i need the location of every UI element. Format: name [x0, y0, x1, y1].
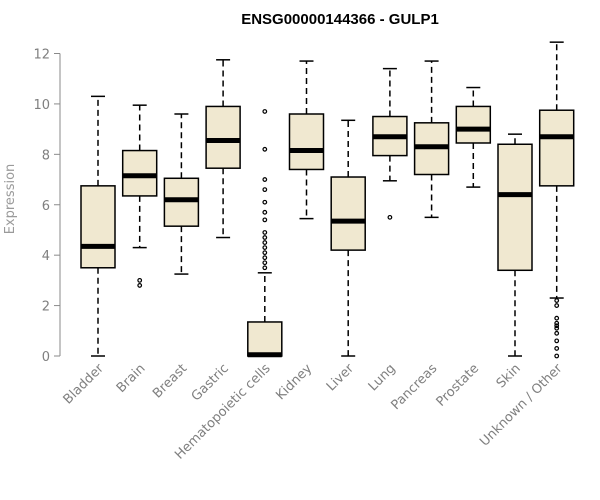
- box-unknown-other: [538, 41, 575, 359]
- outlier-point: [262, 217, 268, 223]
- iqr-box: [80, 185, 116, 269]
- box-prostate: [455, 86, 492, 188]
- iqr-box: [330, 176, 366, 251]
- outlier-point: [554, 323, 560, 329]
- outlier-point: [262, 235, 268, 240]
- x-tick-label: Liver: [324, 361, 358, 395]
- outlier-point: [262, 177, 268, 182]
- outlier-point: [262, 245, 268, 251]
- box-breast: [163, 113, 200, 275]
- box-series: [80, 41, 575, 359]
- iqr-box: [163, 177, 200, 227]
- x-tick-label: Brain: [114, 361, 149, 396]
- box-gastric: [205, 59, 241, 239]
- outlier-point: [137, 277, 143, 283]
- outlier-point: [262, 250, 268, 256]
- y-tick-label: 8: [42, 148, 50, 163]
- outlier-point: [262, 240, 268, 245]
- y-tick-label: 10: [33, 98, 50, 113]
- iqr-box: [121, 149, 158, 197]
- y-tick-label: 12: [33, 48, 50, 63]
- iqr-box: [497, 143, 533, 272]
- iqr-box: [247, 321, 283, 357]
- box-liver: [330, 119, 366, 357]
- iqr-box: [205, 105, 241, 169]
- outlier-point: [554, 325, 560, 331]
- y-tick-label: 6: [42, 199, 50, 214]
- outlier-point: [387, 214, 393, 220]
- x-tick-label: Lung: [366, 361, 399, 394]
- y-axis-label: Expression: [3, 164, 18, 235]
- outlier-point: [262, 230, 268, 235]
- outlier-point: [554, 353, 560, 359]
- outlier-point: [554, 338, 560, 344]
- outlier-point: [554, 315, 560, 321]
- outlier-point: [262, 209, 268, 215]
- y-tick-label: 2: [42, 300, 50, 315]
- x-tick-label: Bladder: [61, 361, 108, 408]
- iqr-box: [288, 113, 325, 171]
- box-lung: [372, 67, 408, 220]
- outlier-point: [262, 187, 268, 193]
- outlier-point: [554, 303, 560, 308]
- x-tick-label: Pancreas: [389, 361, 441, 413]
- outlier-point: [554, 320, 560, 326]
- outlier-point: [554, 330, 560, 336]
- box-brain: [121, 104, 158, 288]
- outlier-point: [554, 298, 560, 303]
- outlier-point: [262, 265, 268, 271]
- x-tick-label: Skin: [494, 361, 524, 391]
- x-tick-label: Prostate: [434, 361, 482, 409]
- y-tick-label: 4: [42, 249, 50, 264]
- outlier-point: [262, 255, 268, 261]
- box-kidney: [288, 60, 325, 220]
- outlier-point: [262, 260, 268, 266]
- x-tick-label: Kidney: [273, 361, 315, 403]
- iqr-box: [538, 109, 575, 187]
- box-hematopoietic-cells: [247, 109, 283, 358]
- outlier-point: [262, 109, 268, 114]
- outlier-point: [262, 199, 268, 205]
- iqr-box: [455, 105, 492, 144]
- outlier-point: [554, 346, 560, 351]
- x-tick-label: Breast: [150, 361, 190, 401]
- box-skin: [497, 133, 533, 357]
- box-bladder: [80, 95, 116, 357]
- y-axis-ticks: 0 2 4 6 8 10 12: [33, 48, 60, 365]
- x-tick-label: Unknown / Other: [477, 361, 566, 450]
- chart-title: ENSG00000144366 - GULP1: [241, 11, 439, 28]
- box-pancreas: [413, 60, 450, 219]
- y-tick-label: 0: [42, 350, 50, 365]
- outlier-point: [262, 146, 268, 152]
- outlier-point: [137, 283, 143, 288]
